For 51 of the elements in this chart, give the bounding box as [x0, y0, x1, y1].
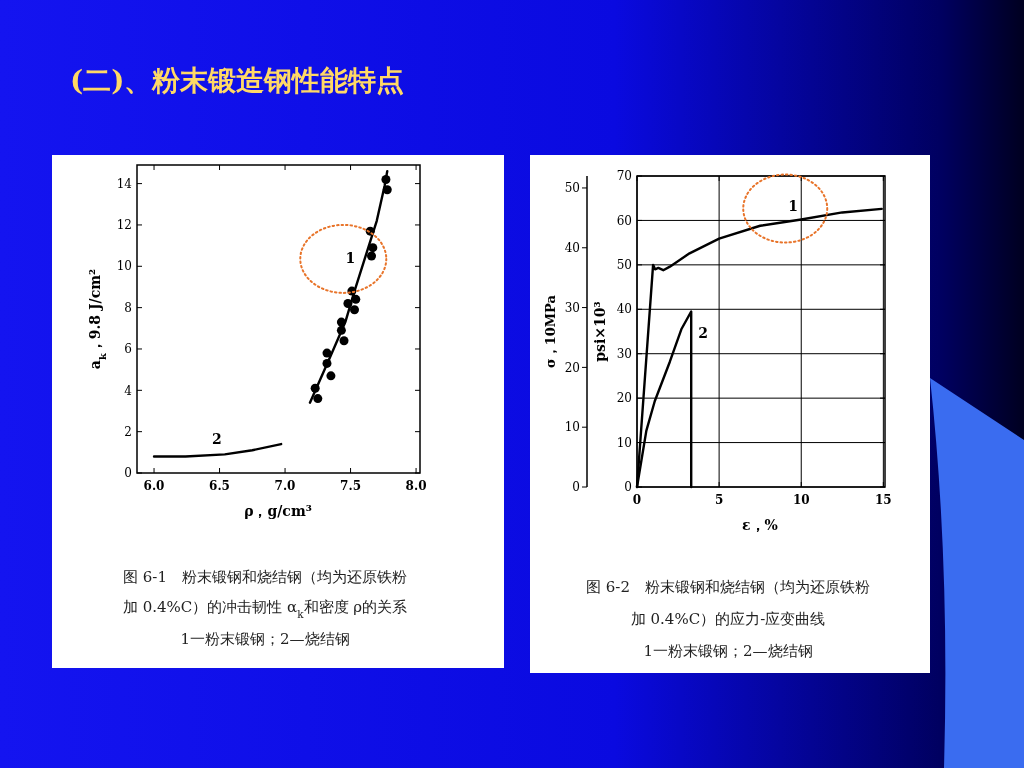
- text: 加 0.4%C）的应力-应变曲线: [630, 610, 826, 628]
- y-tick-label: 4: [124, 383, 133, 398]
- chart-title: (二)、粉末锻造钢性能特点: [70, 64, 405, 97]
- y-tick-label: 10: [616, 435, 632, 450]
- point: [349, 305, 359, 315]
- x-tick-label: 6.5: [209, 479, 230, 493]
- y2-tick-label: 50: [564, 181, 580, 196]
- y-tick-label: 20: [616, 391, 632, 406]
- y-axis-title: psi×10³: [592, 301, 608, 362]
- y-tick-label: 12: [116, 218, 132, 233]
- y2-axis-title: σ，10MPa: [543, 294, 558, 368]
- legend-label: 1: [788, 197, 799, 214]
- y-tick-label: 50: [616, 258, 632, 273]
- y-tick-label: 2: [124, 424, 132, 439]
- x-tick-label: 10: [792, 493, 810, 507]
- x-tick-label: 7.0: [274, 479, 296, 493]
- text: 加 0.4%C）的冲击韧性 α$_{k}$和密度 ρ的关系: [122, 598, 408, 620]
- y2-tick-label: 40: [564, 240, 580, 255]
- caption: 图 6-2 粉末锻钢和烧结钢（均为还原铁粉: [586, 578, 870, 596]
- caption: 图 6-1 粉末锻钢和烧结钢（均为还原铁粉: [123, 568, 407, 586]
- y-tick-label: 0: [124, 466, 132, 481]
- series-label: 1: [345, 249, 356, 266]
- x-tick-label: 8.0: [405, 479, 427, 493]
- x-axis-title: ε，%: [742, 517, 778, 533]
- y-tick-label: 70: [616, 169, 632, 184]
- y-tick-label: 14: [116, 176, 133, 191]
- y-tick-label: 8: [124, 300, 132, 315]
- text: 1一粉末锻钢；2—烧结钢: [180, 630, 350, 648]
- y-tick-label: 60: [616, 213, 632, 228]
- series-label: 2: [211, 431, 222, 448]
- series-label: 2: [698, 324, 709, 341]
- y-tick-label: 30: [616, 346, 632, 361]
- text: 1一粉末锻钢；2—烧结钢: [643, 642, 813, 660]
- point: [367, 251, 377, 261]
- y-tick-label: 6: [124, 342, 132, 357]
- y2-tick-label: 30: [564, 300, 580, 315]
- x-tick-label: 6.0: [143, 479, 165, 493]
- point: [368, 243, 378, 253]
- point: [339, 336, 349, 346]
- point: [326, 371, 336, 381]
- x-tick-label: 7.5: [340, 479, 362, 493]
- x-axis-title: ρ，g/cm³: [244, 503, 312, 519]
- point: [313, 394, 323, 404]
- y2-tick-label: 10: [564, 420, 580, 435]
- y2-tick-label: 20: [564, 360, 580, 375]
- x-tick-label: 5: [714, 493, 724, 507]
- y-tick-label: 10: [116, 259, 132, 274]
- x-tick-label: 0: [632, 493, 642, 507]
- x-tick-label: 15: [875, 493, 892, 507]
- y-tick-label: 40: [616, 302, 632, 317]
- line-series: [152, 442, 283, 458]
